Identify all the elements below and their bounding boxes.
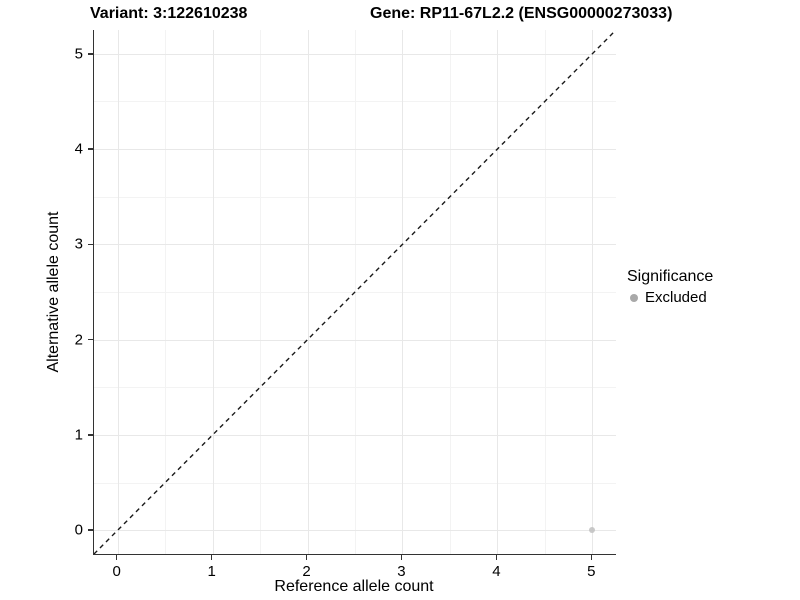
gridline-minor-h bbox=[94, 101, 616, 103]
x-tick-mark bbox=[495, 555, 498, 560]
y-axis-title: Alternative allele count bbox=[45, 211, 62, 373]
gridline-major-v bbox=[497, 30, 499, 554]
y-tick-label: 0 bbox=[74, 521, 83, 539]
gridline-minor-v bbox=[449, 30, 451, 554]
y-tick-label: 3 bbox=[74, 235, 83, 253]
gridline-minor-h bbox=[94, 196, 616, 198]
y-tick-label: 4 bbox=[74, 140, 83, 158]
y-tick-label: 2 bbox=[74, 331, 83, 349]
plot-title-variant: Variant: 3:122610238 bbox=[90, 5, 248, 22]
x-tick-label: 1 bbox=[207, 563, 216, 580]
legend-title: Significance bbox=[627, 268, 714, 285]
identity-line bbox=[94, 30, 616, 554]
x-tick-mark bbox=[115, 555, 118, 560]
gridline-major-v bbox=[307, 30, 309, 554]
x-tick-label: 4 bbox=[492, 563, 501, 580]
excluded-dot-icon bbox=[630, 293, 638, 302]
y-tick-mark bbox=[88, 529, 93, 531]
x-tick-label: 3 bbox=[397, 563, 406, 580]
y-tick-label: 5 bbox=[74, 45, 83, 63]
gridline-major-h bbox=[94, 53, 616, 55]
data-point bbox=[589, 527, 596, 534]
legend-item-label: Excluded bbox=[645, 289, 707, 306]
y-axis: 0 1 2 3 4 5 bbox=[0, 30, 93, 554]
gridline-major-v bbox=[212, 30, 214, 554]
x-tick-label: 2 bbox=[302, 563, 311, 580]
x-tick-mark bbox=[305, 555, 308, 560]
gridline-major-v bbox=[402, 30, 404, 554]
y-tick-mark bbox=[88, 148, 93, 150]
gridline-major-h bbox=[94, 339, 616, 341]
gridline-major-h bbox=[94, 149, 616, 151]
plot-title-gene: Gene: RP11-67L2.2 (ENSG00000273033) bbox=[370, 5, 673, 22]
y-tick-mark bbox=[88, 53, 93, 55]
x-tick-mark bbox=[210, 555, 213, 560]
y-tick-label: 1 bbox=[74, 426, 83, 444]
gridline-major-h bbox=[94, 530, 616, 532]
plot-panel bbox=[93, 30, 616, 555]
x-tick-mark bbox=[400, 555, 403, 560]
gridline-major-h bbox=[94, 434, 616, 436]
legend: Significance Excluded bbox=[627, 268, 713, 306]
y-tick-mark bbox=[88, 338, 93, 341]
y-tick-mark bbox=[88, 243, 93, 246]
x-tick-label: 5 bbox=[587, 563, 596, 580]
x-tick-label: 0 bbox=[112, 563, 121, 580]
x-axis: 0 1 2 3 4 5 bbox=[93, 555, 615, 585]
x-axis-title: Reference allele count bbox=[274, 578, 434, 595]
legend-item-excluded: Excluded bbox=[630, 289, 713, 306]
gridline-major-h bbox=[94, 244, 616, 246]
y-tick-mark bbox=[88, 434, 93, 436]
gridline-major-v bbox=[592, 30, 594, 554]
gridline-minor-v bbox=[544, 30, 546, 554]
x-tick-mark bbox=[590, 555, 593, 560]
gridline-major-v bbox=[117, 30, 119, 554]
